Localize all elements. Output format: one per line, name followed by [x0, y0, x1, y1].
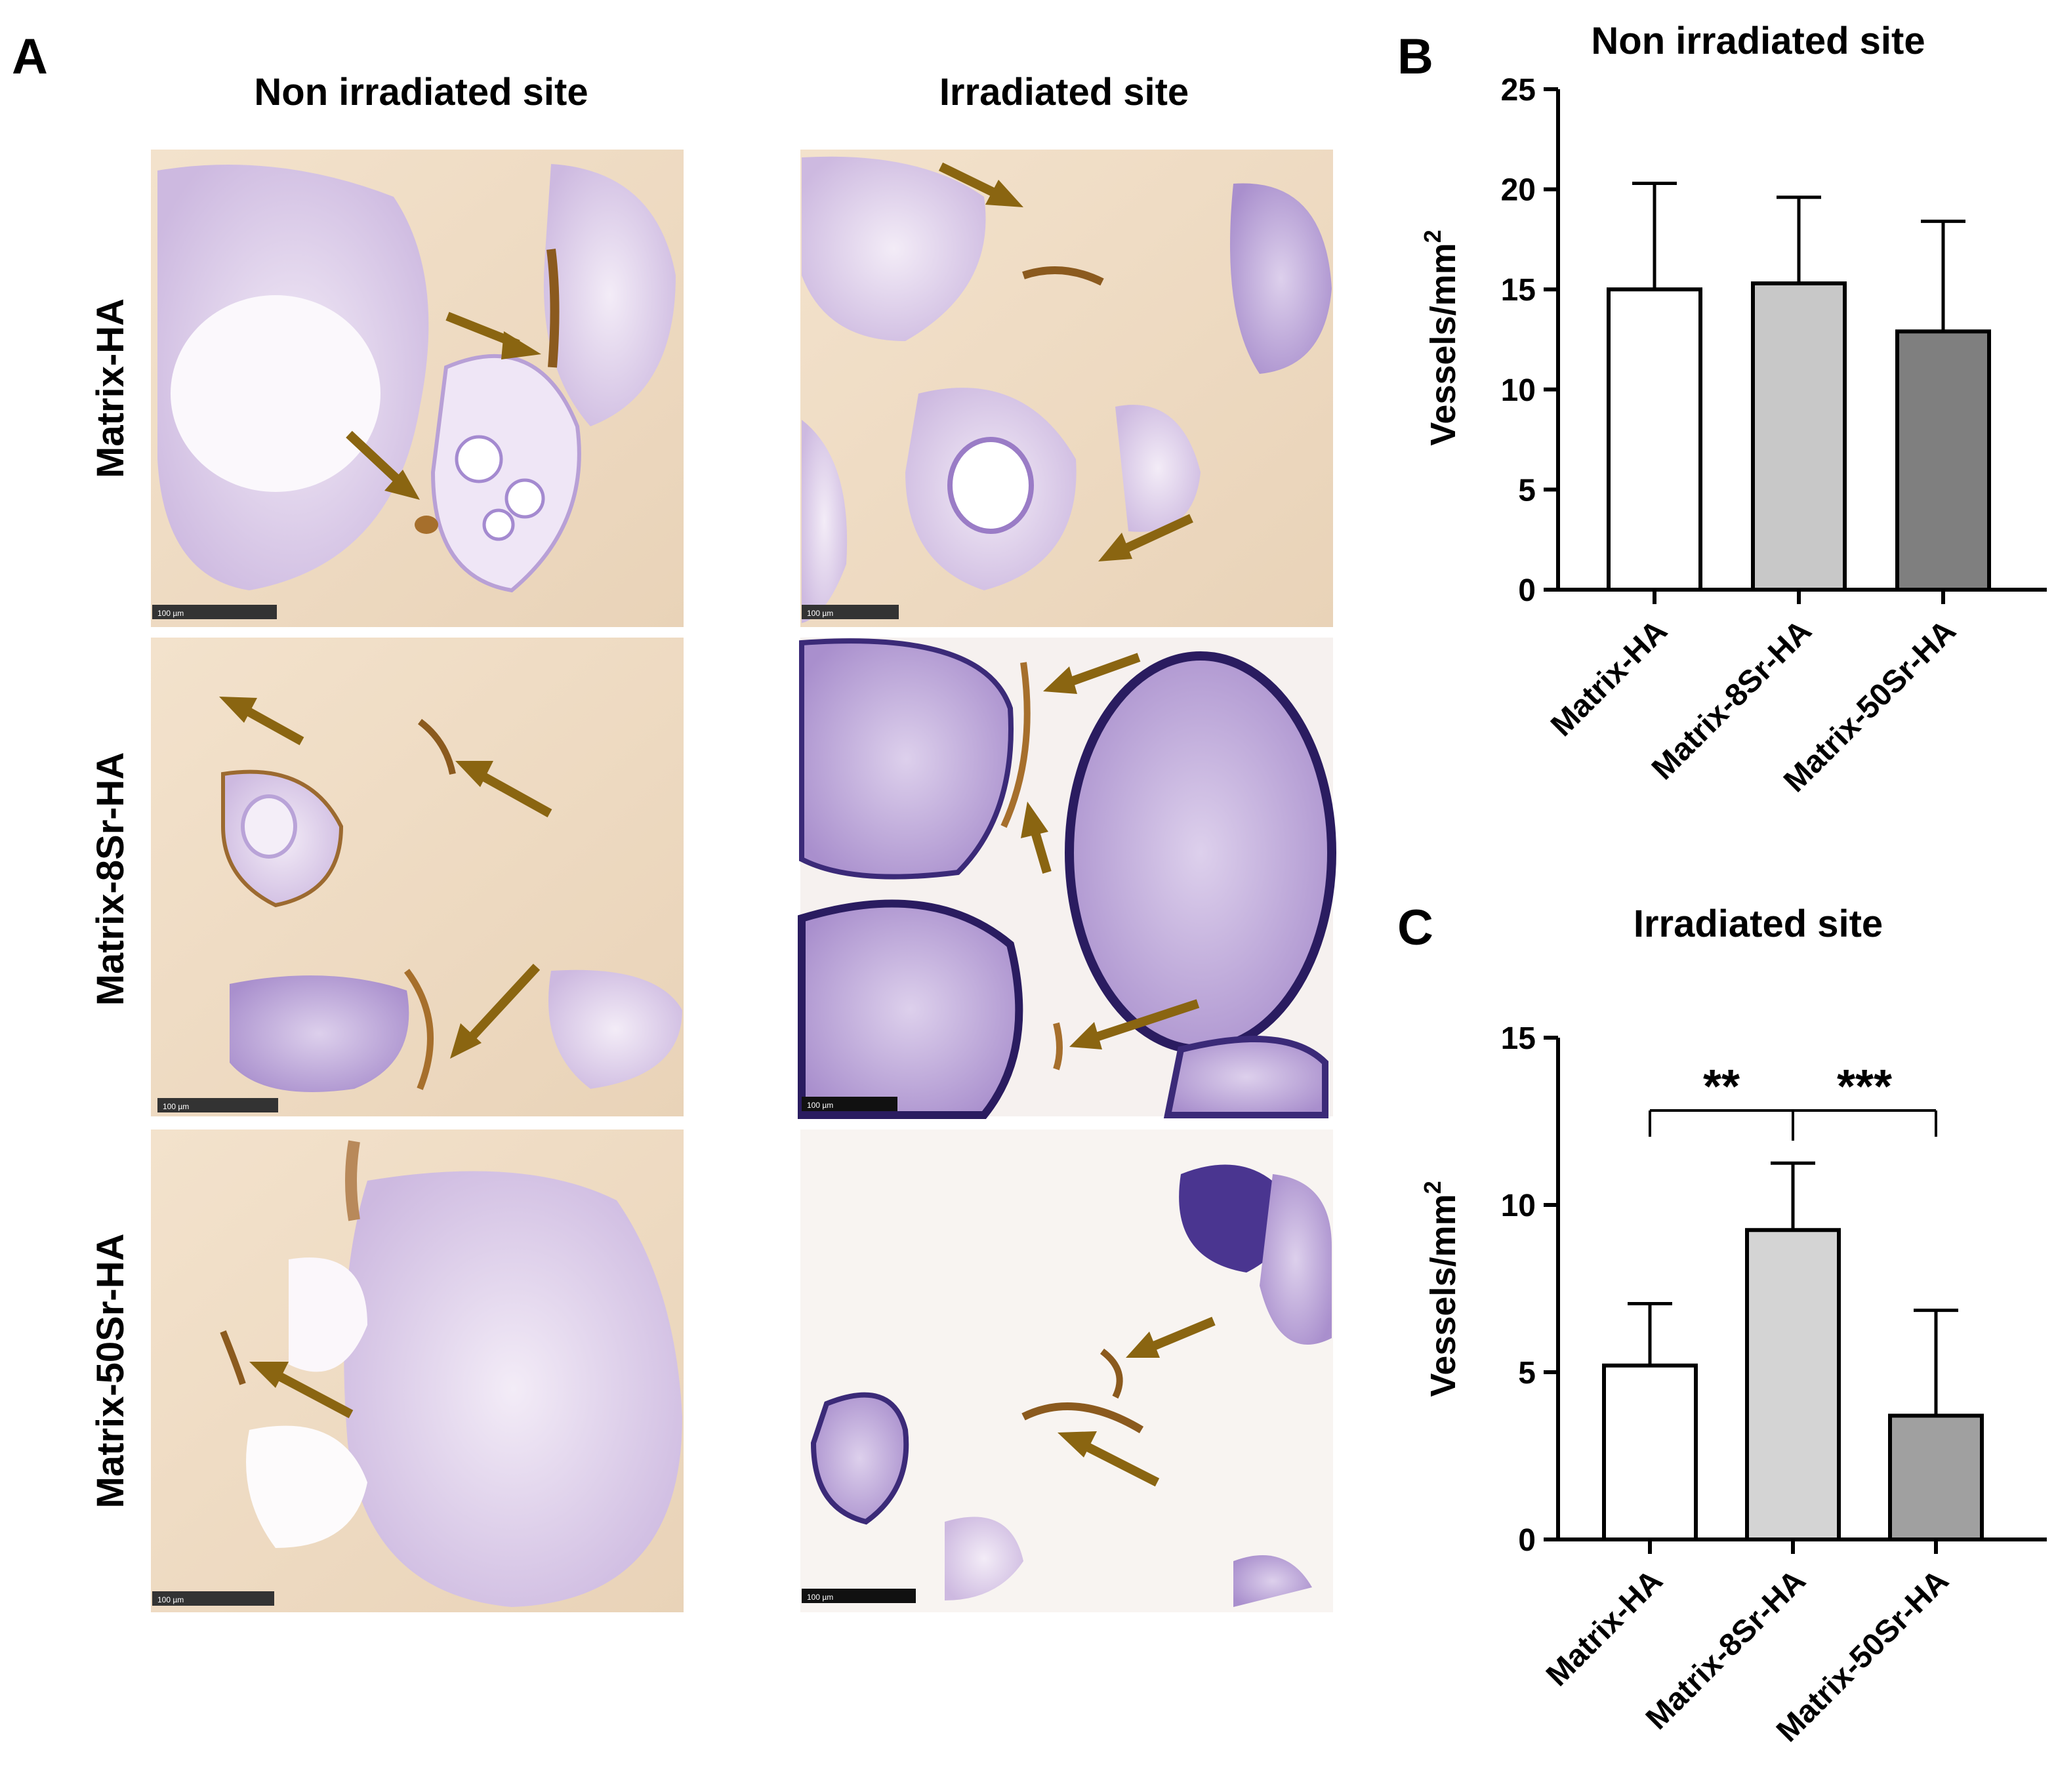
chart-b-title: Non irradiated site [1591, 20, 1925, 62]
y-tick-label: 5 [1518, 1356, 1536, 1391]
x-category-label: Matrix-HA [1544, 613, 1674, 743]
scalebar-label: 100 µm [807, 609, 833, 618]
annotation-arrow [1043, 653, 1141, 694]
significance-label: *** [1837, 1061, 1892, 1113]
bar [1602, 1363, 1698, 1542]
annotation-arrow [1098, 514, 1193, 561]
annotation-arrow [1058, 1431, 1160, 1487]
x-category-label: Matrix-HA [1540, 1563, 1670, 1693]
bar [1895, 329, 1991, 592]
annotation-arrow [450, 964, 541, 1059]
panel-letter-a: A [12, 29, 48, 85]
y-tick-label: 15 [1501, 273, 1536, 308]
y-tick-label: 5 [1518, 473, 1536, 508]
bar [1751, 281, 1847, 592]
chart-c-plot: 051015Matrix-HAMatrix-8Sr-HAMatrix-50Sr-… [1501, 1021, 2047, 1749]
scalebar-label: 100 µm [807, 1593, 833, 1602]
bar [1745, 1228, 1841, 1541]
row-label-matrix-ha: Matrix-HA [89, 298, 132, 478]
chart-c-y-axis-label: Vessels/mm2 [1419, 1181, 1463, 1396]
y-tick-label: 0 [1518, 1523, 1536, 1558]
column-title-non-irradiated: Non irradiated site [254, 71, 588, 113]
y-tick-label: 20 [1501, 173, 1536, 208]
scalebar-label: 100 µm [163, 1102, 189, 1111]
annotation-arrow [1021, 802, 1052, 874]
chart-b-plot: 0510152025Matrix-HAMatrix-8Sr-HAMatrix-5… [1501, 73, 2047, 799]
chart-c-title: Irradiated site [1634, 903, 1883, 945]
scalebar-label: 100 µm [157, 1595, 184, 1604]
annotation-arrow [1126, 1316, 1216, 1358]
row-label-matrix-8sr-ha: Matrix-8Sr-HA [89, 752, 132, 1006]
micrograph-matrix-50sr-ha-non-irradiated: 100 µm [151, 1130, 684, 1612]
annotation-arrow [938, 162, 1023, 207]
annotation-arrow [455, 761, 552, 818]
annotation-arrow [445, 312, 541, 359]
scalebar-label: 100 µm [157, 609, 184, 618]
column-title-irradiated: Irradiated site [939, 71, 1189, 113]
annotation-arrows [219, 162, 1216, 1487]
annotation-arrow [346, 430, 420, 500]
panel-letter-c: C [1397, 900, 1433, 956]
panel-letter-b: B [1397, 29, 1433, 85]
bar [1888, 1414, 1984, 1542]
y-tick-label: 10 [1501, 373, 1536, 408]
annotation-arrow [249, 1362, 354, 1419]
annotation-arrow [219, 697, 304, 746]
micrograph-matrix-8sr-ha-non-irradiated: 100 µm [151, 638, 684, 1116]
y-tick-label: 15 [1501, 1021, 1536, 1056]
micrograph-matrix-ha-non-irradiated: 100 µm [151, 150, 684, 627]
bar [1607, 287, 1702, 592]
chart-b-y-axis-label: Vessels/mm2 [1419, 230, 1463, 445]
micrograph-matrix-ha-irradiated: 100 µm [800, 150, 1333, 627]
scalebar-label: 100 µm [807, 1101, 833, 1110]
micrograph-matrix-50sr-ha-irradiated: 100 µm [800, 1130, 1333, 1612]
y-tick-label: 10 [1501, 1189, 1536, 1223]
row-label-matrix-50sr-ha: Matrix-50Sr-HA [89, 1234, 132, 1509]
annotation-arrow [1069, 999, 1200, 1049]
significance-label: ** [1703, 1061, 1740, 1113]
y-tick-label: 0 [1518, 573, 1536, 608]
y-tick-label: 25 [1501, 73, 1536, 108]
micrograph-matrix-8sr-ha-irradiated: 100 µm [798, 638, 1336, 1119]
